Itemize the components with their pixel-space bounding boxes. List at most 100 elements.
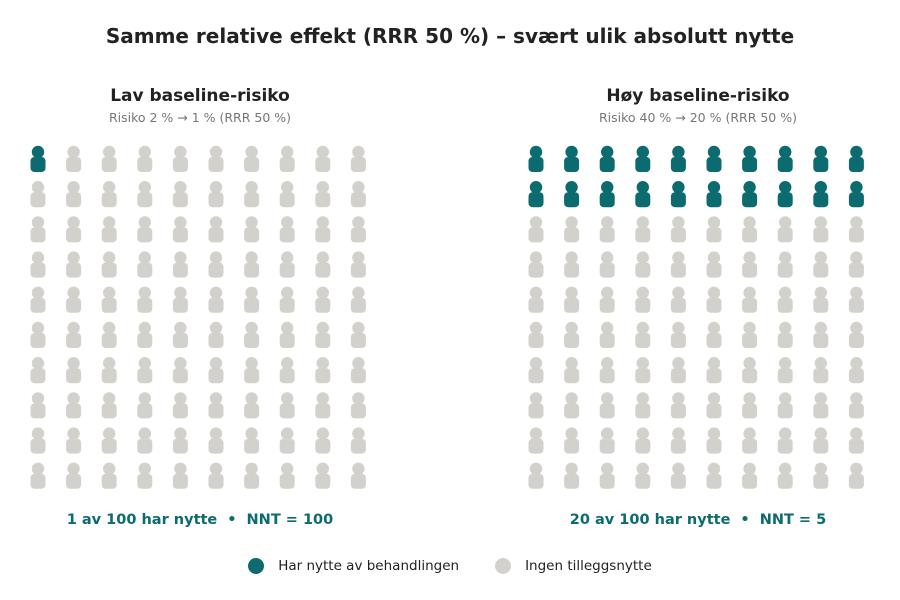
person-head (850, 145, 863, 159)
person-body (30, 368, 46, 384)
person-head (103, 286, 116, 299)
person-icon-no-benefit (30, 392, 46, 419)
person-head (138, 251, 151, 264)
person-head (67, 145, 80, 159)
person-head (743, 251, 756, 264)
person-head (779, 392, 792, 405)
person-head (209, 181, 223, 194)
person-icon-benefit (528, 145, 544, 172)
person-icon-no-benefit (137, 181, 153, 208)
person-head (103, 216, 116, 229)
waffle-grid (30, 145, 366, 489)
person-body (172, 403, 188, 419)
person-body (670, 368, 686, 384)
person-head (672, 321, 685, 335)
person-head (316, 357, 329, 370)
person-head (672, 462, 685, 475)
person-icon-no-benefit (101, 181, 117, 208)
person-icon-no-benefit (66, 357, 82, 384)
person-body (66, 333, 82, 348)
person-head (67, 216, 80, 229)
person-body (635, 297, 651, 313)
person-icon-no-benefit (279, 286, 295, 313)
person-body (315, 157, 331, 172)
person-icon-no-benefit (564, 321, 580, 348)
person-body (208, 438, 224, 454)
person-body (30, 297, 46, 313)
person-head (31, 357, 45, 370)
person-body (706, 192, 722, 208)
person-head (209, 357, 223, 370)
person-icon-benefit (706, 181, 722, 208)
person-body (101, 297, 117, 313)
person-head (565, 427, 578, 440)
legend-item-no-benefit: Ingen tilleggsnytte (495, 558, 652, 574)
person-body (742, 368, 758, 384)
panel-title: Høy baseline-risiko (606, 86, 790, 106)
person-icon-no-benefit (66, 216, 82, 243)
person-head (565, 392, 578, 405)
person-head (601, 392, 614, 405)
person-icon-no-benefit (350, 321, 366, 348)
person-icon-no-benefit (101, 145, 117, 172)
person-icon-no-benefit (66, 392, 82, 419)
person-head (601, 181, 614, 194)
person-icon-no-benefit (848, 462, 864, 489)
person-icon-no-benefit (101, 286, 117, 313)
person-head (672, 427, 685, 440)
person-head (352, 392, 365, 405)
person-body (172, 368, 188, 384)
person-body (848, 227, 864, 243)
person-head (636, 145, 649, 159)
person-head (67, 427, 80, 440)
person-body (350, 403, 366, 419)
person-head (138, 357, 151, 370)
person-icon-no-benefit (528, 357, 544, 384)
person-head (352, 462, 365, 475)
legend-label: Har nytte av behandlingen (278, 558, 460, 574)
panel-subtitle: Risiko 40 % → 20 % (RRR 50 %) (598, 110, 797, 125)
person-icon-no-benefit (350, 357, 366, 384)
person-icon-no-benefit (742, 216, 758, 243)
person-head (31, 216, 45, 229)
person-body (315, 192, 331, 208)
person-body (101, 262, 117, 278)
person-body (599, 227, 615, 243)
person-body (635, 333, 651, 348)
person-body (777, 403, 793, 419)
person-icon-benefit (848, 181, 864, 208)
person-body (244, 438, 260, 454)
person-head (281, 286, 294, 299)
person-icon-no-benefit (813, 427, 829, 454)
person-icon-no-benefit (137, 216, 153, 243)
person-icon-no-benefit (101, 251, 117, 278)
person-head (138, 145, 151, 159)
person-icon-no-benefit (137, 251, 153, 278)
person-icon-no-benefit (564, 392, 580, 419)
person-icon-benefit (635, 181, 651, 208)
person-head (850, 321, 863, 335)
person-icon-no-benefit (66, 427, 82, 454)
panel-summary: 1 av 100 har nytte • NNT = 100 (10, 512, 390, 528)
person-body (66, 473, 82, 489)
person-head (174, 427, 187, 440)
person-body (172, 297, 188, 313)
person-icon-no-benefit (350, 462, 366, 489)
person-icon-no-benefit (777, 462, 793, 489)
person-head (636, 392, 649, 405)
person-icon-no-benefit (742, 427, 758, 454)
panel-low-risk: Lav baseline-risiko Risiko 2 % → 1 % (RR… (10, 86, 390, 546)
summary-separator: • (227, 512, 237, 528)
person-icon-no-benefit (777, 286, 793, 313)
person-body (66, 192, 82, 208)
person-head (779, 321, 792, 335)
person-head (850, 357, 863, 370)
person-head (138, 462, 151, 475)
person-body (101, 403, 117, 419)
person-head (103, 321, 116, 335)
person-icon-no-benefit (670, 357, 686, 384)
person-body (244, 403, 260, 419)
person-body (208, 368, 224, 384)
legend-swatch-no-benefit (495, 558, 512, 574)
person-body (635, 403, 651, 419)
